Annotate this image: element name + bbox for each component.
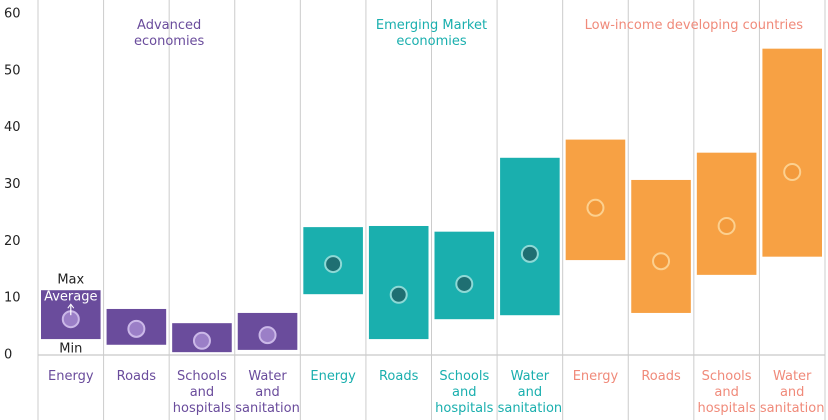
annotation: Average (44, 290, 97, 305)
x-tick-label: Schools and hospitals (172, 369, 232, 416)
average-dot (324, 255, 343, 274)
y-tick-label: 0 (4, 348, 12, 363)
average-dot (586, 198, 605, 217)
x-tick-label: Roads (116, 369, 157, 384)
y-tick-label: 50 (4, 63, 21, 78)
average-dot (717, 216, 736, 235)
average-dot (783, 162, 802, 181)
x-tick-label: Schools and hospitals (435, 369, 494, 416)
range-bar (368, 225, 429, 340)
y-tick-label: 20 (4, 234, 21, 249)
average-dot (127, 319, 146, 338)
range-bar (762, 48, 822, 257)
y-tick-label: 10 (4, 291, 21, 306)
x-tick-label: Roads (378, 369, 419, 384)
average-dot (520, 244, 539, 263)
x-tick-label: Water and sanitation (235, 369, 300, 416)
x-tick-label: Water and sanitation (759, 369, 825, 416)
x-tick-label: Energy (310, 369, 356, 384)
x-tick-label: Energy (48, 369, 94, 384)
x-tick-label: Roads (641, 369, 681, 384)
x-tick-label: Water and sanitation (497, 369, 563, 416)
annotation: Max (57, 273, 84, 288)
average-dot (389, 285, 408, 304)
annotation: Min (59, 342, 82, 357)
annotation-arrowhead (67, 303, 75, 309)
average-dot (192, 331, 211, 350)
y-tick-label: 60 (4, 7, 21, 22)
average-dot (652, 252, 671, 271)
x-tick-label: Schools and hospitals (697, 369, 756, 416)
average-dot (455, 274, 474, 293)
average-dot (258, 326, 277, 345)
y-tick-label: 40 (4, 120, 21, 135)
group-label: Emerging Market economies (375, 18, 488, 49)
group-label: Low-income developing countries (584, 18, 804, 33)
range-bar (696, 152, 757, 275)
y-tick-label: 30 (4, 177, 21, 192)
group-label: Advanced economies (133, 18, 205, 49)
range-bar (631, 179, 691, 313)
x-tick-label: Energy (572, 369, 619, 384)
range-bar (500, 157, 560, 316)
